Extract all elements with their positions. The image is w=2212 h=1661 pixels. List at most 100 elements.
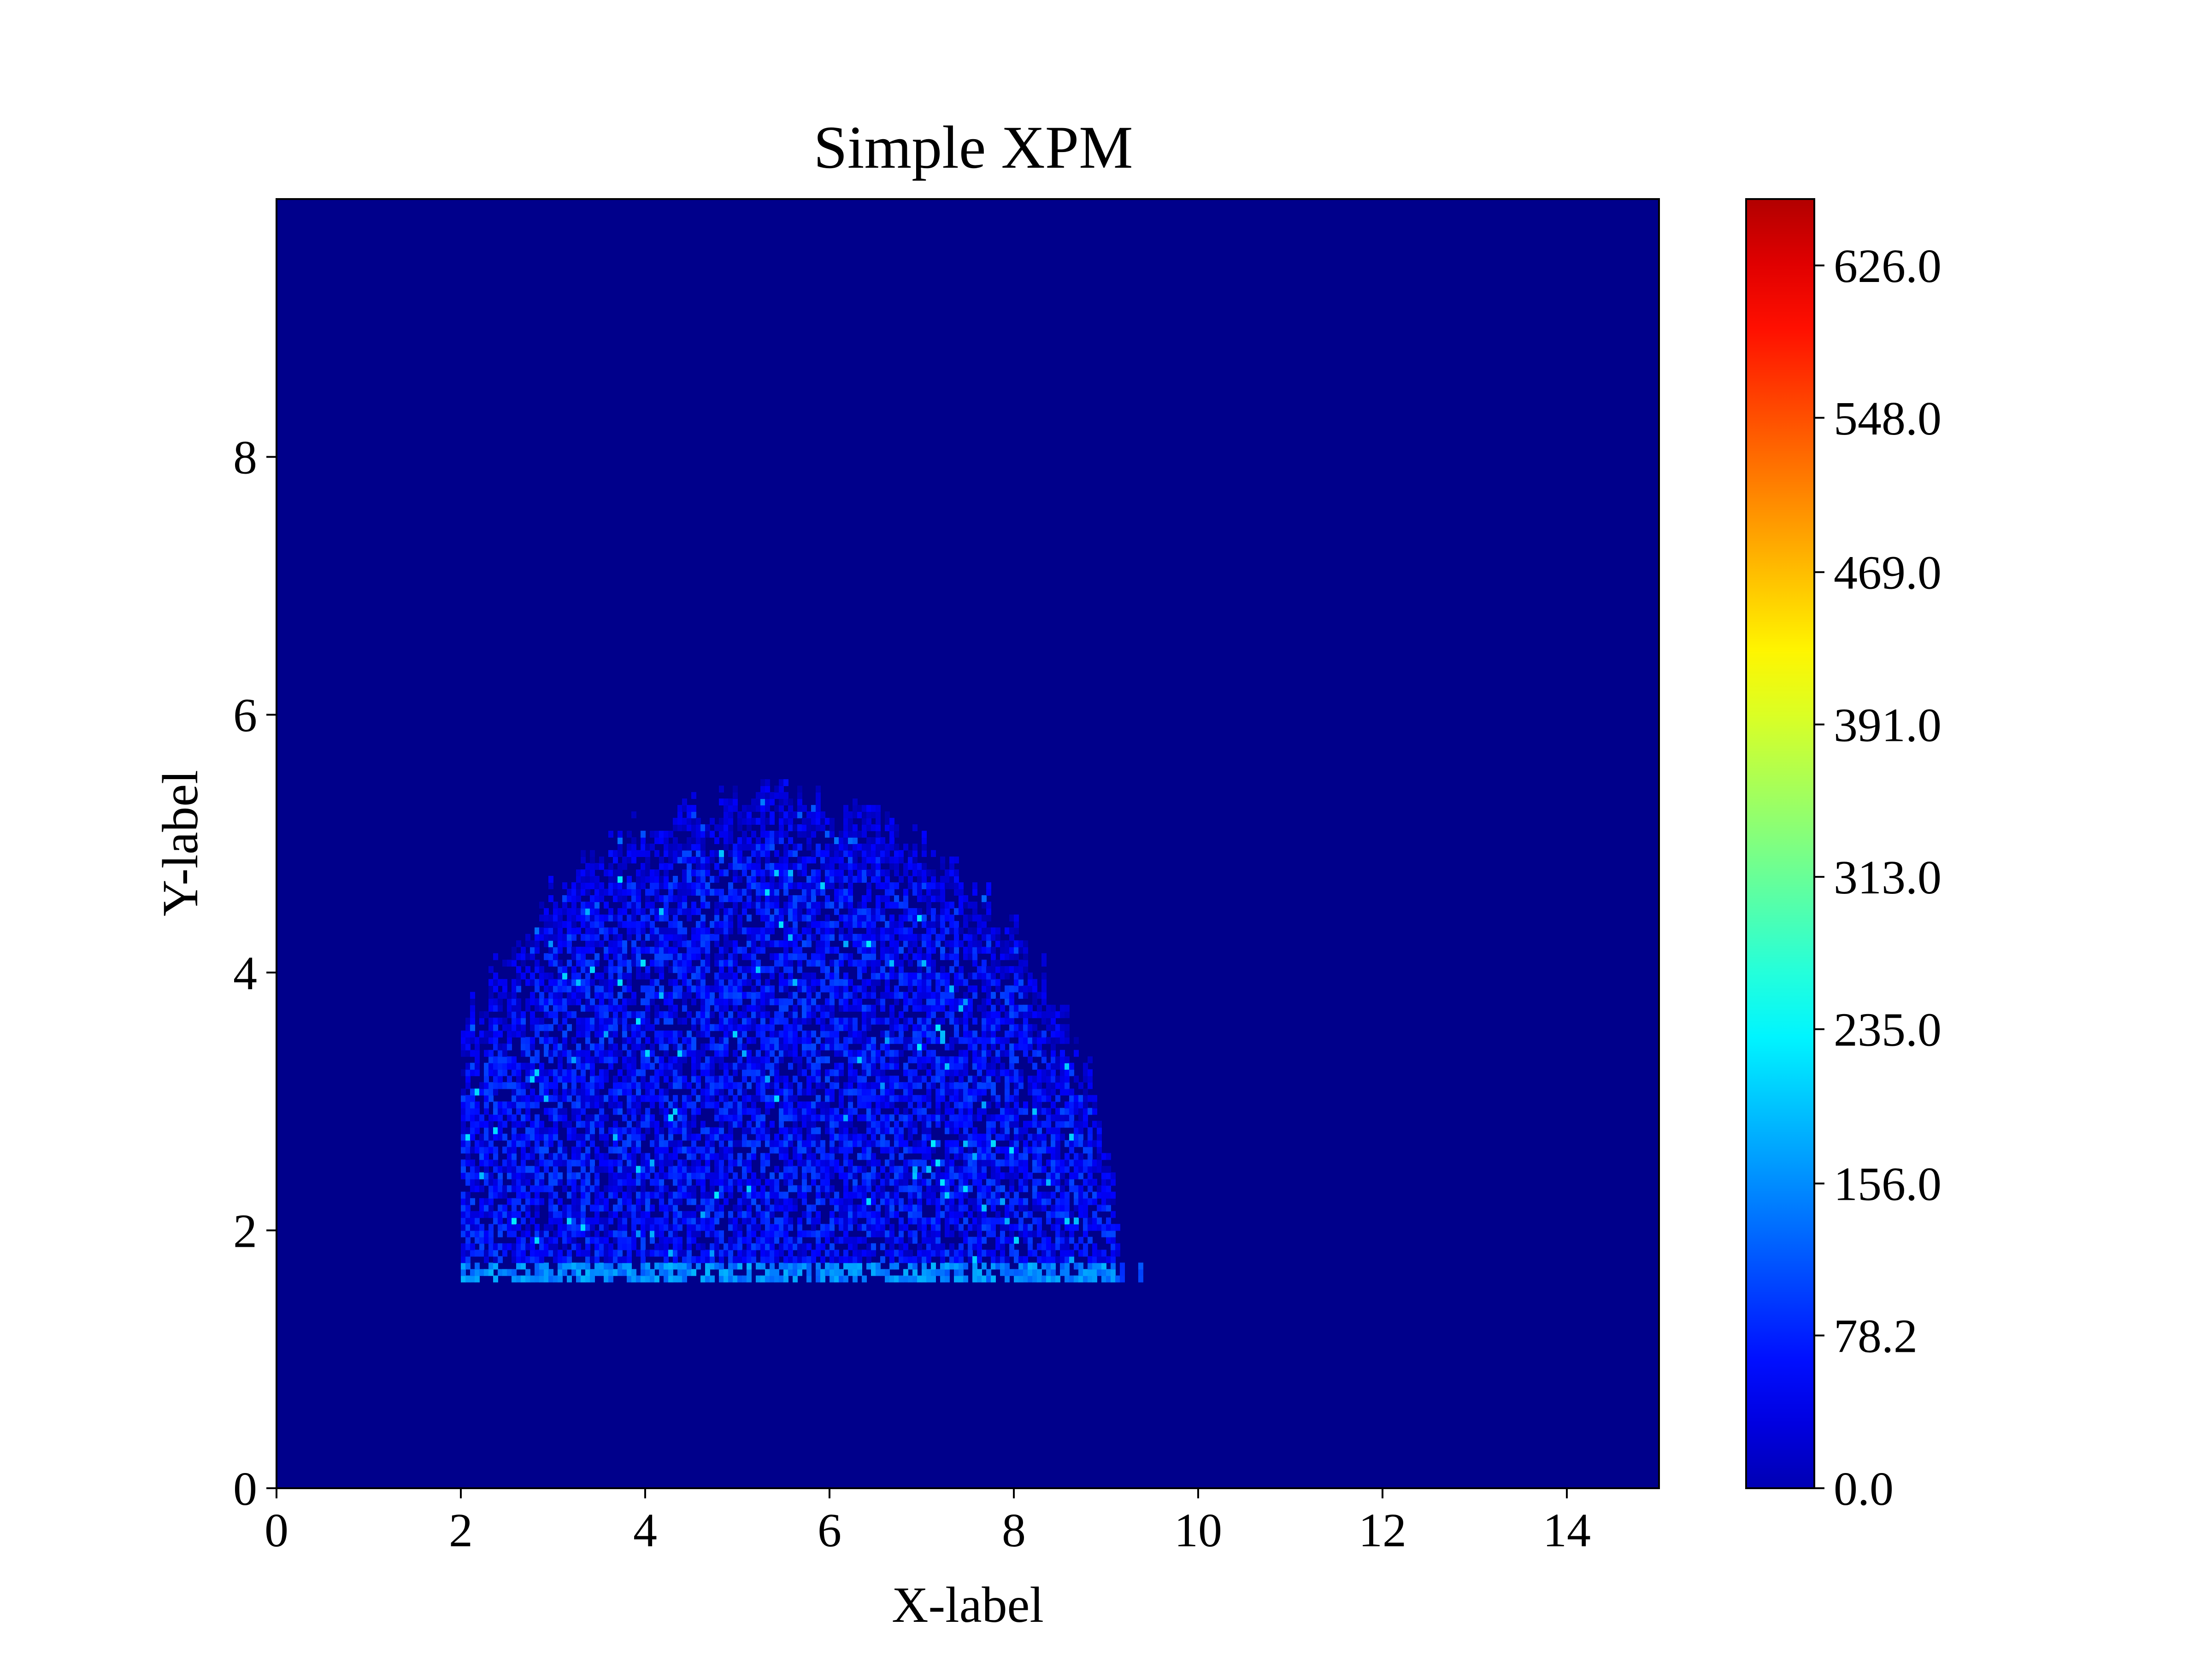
heatmap-cell xyxy=(668,1133,673,1141)
heatmap-cell xyxy=(673,1262,678,1270)
heatmap-cell xyxy=(705,992,710,999)
heatmap-cell xyxy=(571,1198,577,1205)
heatmap-cell xyxy=(576,1121,581,1128)
heatmap-cell xyxy=(608,979,613,986)
heatmap-cell xyxy=(834,1166,839,1173)
heatmap-cell xyxy=(912,1166,918,1173)
heatmap-cell xyxy=(567,1204,572,1212)
heatmap-cell xyxy=(627,1108,632,1115)
heatmap-cell xyxy=(475,1056,480,1063)
heatmap-cell xyxy=(802,1185,807,1192)
heatmap-cell xyxy=(558,1198,563,1205)
heatmap-cell xyxy=(673,1069,678,1076)
heatmap-cell xyxy=(585,1230,590,1238)
heatmap-cell xyxy=(677,856,682,863)
heatmap-cell xyxy=(862,1198,867,1205)
heatmap-cell xyxy=(839,1198,844,1205)
heatmap-cell xyxy=(931,1191,936,1199)
heatmap-cell xyxy=(622,1153,627,1160)
heatmap-cell xyxy=(604,1243,609,1250)
heatmap-cell xyxy=(756,1262,761,1270)
heatmap-cell xyxy=(770,811,775,819)
heatmap-cell xyxy=(631,1082,636,1089)
heatmap-cell xyxy=(825,1108,830,1115)
heatmap-cell xyxy=(760,1243,765,1250)
heatmap-cell xyxy=(618,1146,623,1154)
heatmap-cell xyxy=(728,1121,733,1128)
heatmap-cell xyxy=(908,1250,913,1257)
heatmap-cell xyxy=(908,1230,913,1238)
heatmap-cell xyxy=(949,1043,954,1051)
heatmap-cell xyxy=(765,1153,770,1160)
heatmap-cell xyxy=(825,1114,830,1121)
heatmap-cell xyxy=(889,1146,894,1154)
heatmap-cell xyxy=(668,1101,673,1109)
heatmap-cell xyxy=(631,1037,636,1044)
heatmap-cell xyxy=(668,1159,673,1167)
heatmap-cell xyxy=(839,914,844,921)
heatmap-cell xyxy=(641,1043,646,1051)
heatmap-cell xyxy=(719,1269,724,1276)
heatmap-cell xyxy=(949,1204,954,1212)
heatmap-cell xyxy=(880,1224,885,1231)
heatmap-cell xyxy=(889,1153,894,1160)
heatmap-cell xyxy=(848,992,853,999)
heatmap-cell xyxy=(498,1179,503,1186)
heatmap-cell xyxy=(797,1153,802,1160)
heatmap-cell xyxy=(608,972,613,980)
heatmap-cell xyxy=(645,1166,650,1173)
heatmap-cell xyxy=(783,1101,788,1109)
heatmap-cell xyxy=(783,1224,788,1231)
heatmap-cell xyxy=(885,953,890,960)
heatmap-cell xyxy=(880,1179,885,1186)
heatmap-cell xyxy=(650,1191,655,1199)
heatmap-cell xyxy=(866,811,871,819)
heatmap-cell xyxy=(654,1121,659,1128)
heatmap-cell xyxy=(618,1179,623,1186)
heatmap-cell xyxy=(765,1179,770,1186)
heatmap-cell xyxy=(604,1004,609,1012)
heatmap-cell xyxy=(724,1030,729,1038)
heatmap-cell xyxy=(535,966,540,973)
heatmap-cell xyxy=(488,966,494,973)
heatmap-cell xyxy=(912,940,918,947)
heatmap-cell xyxy=(664,869,669,876)
heatmap-cell xyxy=(636,1198,641,1205)
heatmap-cell xyxy=(461,1217,466,1225)
heatmap-cell xyxy=(899,1256,904,1263)
heatmap-cell xyxy=(521,1217,526,1225)
heatmap-cell xyxy=(599,979,604,986)
heatmap-cell xyxy=(691,998,696,1005)
heatmap-cell xyxy=(834,946,839,954)
heatmap-cell xyxy=(797,959,802,967)
heatmap-cell xyxy=(926,927,931,934)
heatmap-cell xyxy=(659,1153,664,1160)
heatmap-cell xyxy=(530,1024,535,1031)
heatmap-cell xyxy=(594,1191,600,1199)
heatmap-cell xyxy=(521,1250,526,1257)
heatmap-cell xyxy=(853,1088,858,1096)
heatmap-cell xyxy=(687,1011,692,1018)
heatmap-cell xyxy=(691,1108,696,1115)
heatmap-cell xyxy=(613,1237,618,1244)
heatmap-cell xyxy=(507,1243,512,1250)
heatmap-cell xyxy=(544,914,549,921)
heatmap-cell xyxy=(770,1179,775,1186)
heatmap-cell xyxy=(668,856,673,863)
heatmap-cell xyxy=(599,1166,604,1173)
heatmap-cell xyxy=(571,1269,577,1276)
heatmap-cell xyxy=(636,927,641,934)
heatmap-cell xyxy=(700,1198,706,1205)
heatmap-cell xyxy=(705,1172,710,1180)
heatmap-cell xyxy=(636,1230,641,1238)
heatmap-cell xyxy=(664,1250,669,1257)
heatmap-cell xyxy=(548,992,553,999)
heatmap-cell xyxy=(935,1211,941,1218)
heatmap-cell xyxy=(876,908,881,915)
heatmap-cell xyxy=(470,1050,475,1057)
heatmap-cell xyxy=(774,1179,779,1186)
heatmap-cell xyxy=(641,1185,646,1192)
heatmap-cell xyxy=(811,850,816,857)
heatmap-cell xyxy=(710,1146,715,1154)
heatmap-cell xyxy=(903,1121,908,1128)
